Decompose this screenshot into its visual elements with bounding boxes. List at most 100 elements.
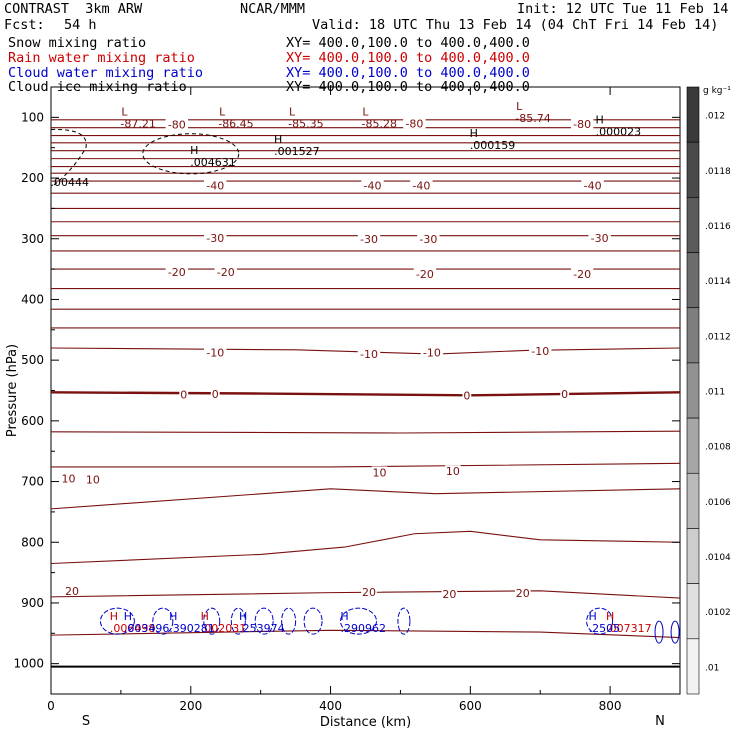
isotherm-label: -40: [584, 179, 602, 192]
isotherm-label-bg: [204, 179, 227, 191]
colorbar-swatch: [686, 307, 700, 364]
isotherm-label: 10: [61, 473, 75, 486]
colorbar-swatch: [686, 417, 700, 474]
isotherm-label: 10: [86, 474, 100, 487]
extremum-mark: H: [595, 113, 603, 126]
isotherm-label-bg: [410, 179, 433, 191]
colorbar-unit: g kg⁻¹: [703, 86, 731, 96]
extremum-mark: L: [219, 106, 226, 119]
extremum-mark: H: [588, 610, 596, 623]
colorbar-swatch: [686, 638, 700, 695]
isotherm-label: 20: [65, 585, 79, 598]
isotherm-line: [50, 530, 681, 565]
isotherm-label-bg: [204, 232, 227, 244]
isotherm-label: -20: [416, 268, 434, 281]
y-tick-label: 1000: [13, 657, 44, 671]
extremum-value: .003496: [124, 622, 170, 635]
isotherm-label-bg: [462, 389, 472, 401]
isotherm-label: -20: [573, 268, 591, 281]
isotherm-label-bg: [361, 179, 384, 191]
field-label-snow: Snow mixing ratio: [8, 35, 147, 51]
isotherm-label-bg: [64, 584, 80, 596]
colorbar-swatch: [686, 583, 700, 640]
y-tick-label: 700: [21, 475, 44, 489]
cloud-water-contour: [281, 607, 297, 635]
forecast-hour: 54 h: [64, 17, 97, 33]
isotherm-label-bg: [588, 232, 611, 244]
extremum-mark: H: [470, 127, 478, 140]
init-time: Init: 12 UTC Tue 11 Feb 14: [517, 1, 729, 17]
isotherm-label: -30: [591, 232, 609, 245]
isotherm-label: 10: [372, 466, 386, 479]
extremum-mark: H: [239, 610, 247, 623]
isotherm-label-bg: [445, 465, 461, 477]
isotherm-label-bg: [357, 348, 381, 360]
isotherm-label-bg: [570, 118, 594, 130]
extremum-mark: H: [340, 610, 348, 623]
y-tick-label: 400: [21, 292, 44, 306]
colorbar-label: .0108: [705, 443, 731, 453]
isotherm-label-bg: [560, 388, 570, 400]
isotherm-label-bg: [371, 466, 388, 478]
colorbar-swatch: [686, 86, 700, 143]
colorbar-swatch: [686, 141, 700, 198]
cloud-water-contour: [340, 607, 378, 635]
y-tick-label: 500: [21, 353, 44, 367]
colorbar-label: .01: [705, 663, 719, 673]
isotherm-line: [50, 629, 681, 639]
colorbar-swatch: [686, 472, 700, 529]
isotherm-label-bg: [179, 388, 189, 400]
colorbar-swatch: [686, 362, 700, 419]
isotherm-label: -10: [360, 348, 378, 361]
isotherm-label: -80: [405, 117, 423, 130]
isotherm-label: -30: [206, 232, 224, 245]
y-tick-label: 300: [21, 232, 44, 246]
isotherm-label: 0: [180, 389, 187, 402]
colorbar-label: .0114: [705, 277, 731, 287]
isotherm-label-bg: [85, 473, 101, 485]
field-xy-rain: XY= 400.0,100.0 to 400.0,400.0: [286, 50, 530, 66]
cloud-water-contour: [152, 607, 174, 635]
isotherm-label-bg: [204, 346, 227, 358]
isotherm-label: -10: [206, 346, 224, 359]
isotherm-label-bg: [413, 267, 437, 279]
isotherm-label-bg: [417, 232, 440, 244]
colorbar-swatch: [686, 252, 700, 309]
extremum-value: .390281: [169, 622, 215, 635]
extremum-value: -87.21: [120, 118, 155, 131]
isotherm-label: 20: [516, 587, 530, 600]
isotherm-label-bg: [210, 388, 220, 400]
extremum-value: -86.45: [218, 118, 253, 131]
extremum-mark: H: [169, 610, 177, 623]
cloud-water-contour: [203, 607, 221, 635]
y-tick-label: 900: [21, 596, 44, 610]
isotherm-label-bg: [165, 266, 188, 278]
extremum-value: -85.35: [288, 118, 323, 131]
isotherm-label-bg: [361, 586, 377, 598]
extremum-value: .002031: [201, 622, 247, 635]
colorbar-swatch: [686, 197, 700, 253]
extremum-value: .004631: [190, 156, 236, 169]
extremum-mark: L: [121, 106, 128, 119]
isotherm-label-bg: [357, 232, 381, 244]
isotherm-label: 20: [362, 586, 376, 599]
extremum-mark: L: [516, 100, 523, 113]
extremum-value: .290962: [341, 622, 387, 635]
field-xy-snow: XY= 400.0,100.0 to 400.0,400.0: [286, 35, 530, 51]
snow-contour: [50, 128, 87, 188]
isotherm-label-bg: [165, 118, 188, 130]
extremum-value: .000159: [470, 139, 515, 152]
isotherm-label: -10: [531, 345, 549, 358]
extremum-value: .006498: [110, 622, 155, 635]
y-tick-label: 600: [21, 414, 44, 428]
isotherm-label: -40: [206, 179, 224, 192]
isotherm-label-bg: [514, 587, 531, 599]
extremum-value: .00444: [50, 176, 89, 189]
y-axis-title: Pressure (hPa): [5, 344, 20, 437]
isotherm-line: [51, 462, 681, 468]
isotherm-label: 0: [463, 389, 470, 402]
isotherm-label: -10: [423, 346, 441, 359]
isotherm-label-bg: [403, 117, 426, 129]
extremum-mark: H: [124, 610, 132, 623]
